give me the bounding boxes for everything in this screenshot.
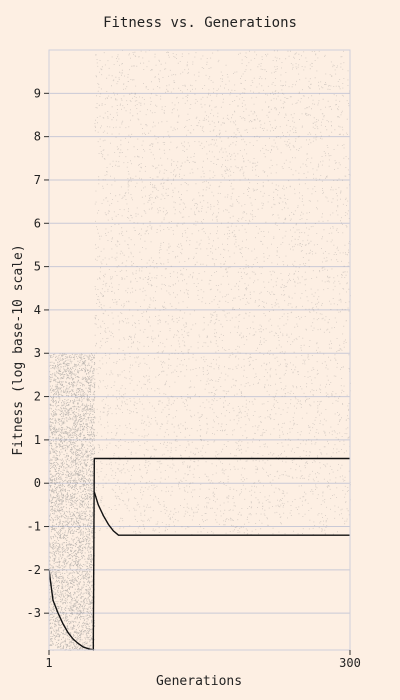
chart-title: Fitness vs. Generations <box>103 15 297 31</box>
y-tick-label: 9 <box>34 86 41 100</box>
y-tick-label: -3 <box>27 606 41 620</box>
x-tick-label: 1 <box>45 656 52 670</box>
series-line <box>48 457 350 651</box>
x-axis-ticks: 1 300 <box>45 650 361 670</box>
series-lines <box>48 457 350 651</box>
scatter-points <box>49 50 351 651</box>
plot-background <box>49 50 350 650</box>
y-axis-ticks: -3 -2 -1 0 1 2 3 4 5 6 7 8 9 <box>27 86 49 620</box>
y-axis-label: Fitness (log base-10 scale) <box>11 244 26 455</box>
y-tick-label: 0 <box>34 476 41 490</box>
series-line <box>93 491 350 536</box>
y-tick-label: 4 <box>34 303 41 317</box>
y-tick-label: 8 <box>34 130 41 144</box>
y-tick-label: 6 <box>34 216 41 230</box>
y-tick-label: 1 <box>34 433 41 447</box>
y-tick-label: -1 <box>27 520 41 534</box>
y-tick-label: 5 <box>34 260 41 274</box>
y-tick-label: -2 <box>27 563 41 577</box>
plot-frame <box>48 49 351 651</box>
x-axis-label: Generations <box>156 674 242 689</box>
grid <box>49 92 350 614</box>
point-cloud <box>49 353 96 651</box>
y-tick-label: 3 <box>34 346 41 360</box>
y-tick-label: 7 <box>34 173 41 187</box>
y-tick-label: 2 <box>34 390 41 404</box>
x-tick-label: 300 <box>339 656 361 670</box>
